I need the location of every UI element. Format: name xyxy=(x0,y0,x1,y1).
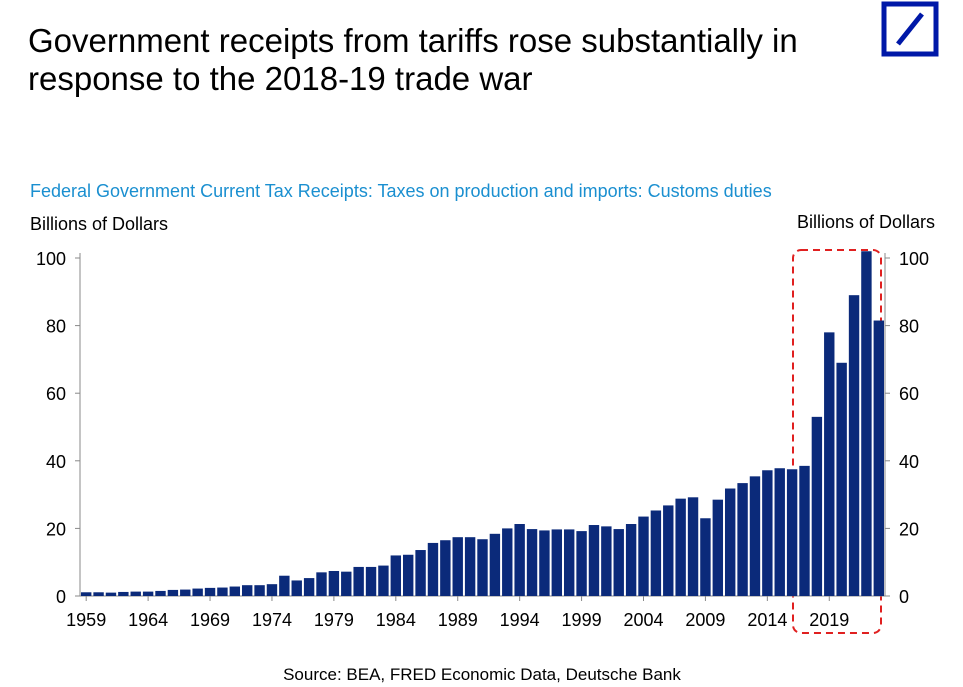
bar xyxy=(130,591,141,596)
bar xyxy=(80,592,92,596)
bar xyxy=(861,251,872,597)
logo xyxy=(881,1,939,57)
x-tick-label: 1964 xyxy=(128,610,168,630)
bar xyxy=(638,516,649,596)
bar xyxy=(774,468,785,596)
bar xyxy=(489,533,501,596)
bar xyxy=(415,550,426,596)
bar xyxy=(625,524,637,596)
x-tick-label: 1999 xyxy=(562,610,602,630)
y-tick-label: 80 xyxy=(46,317,66,337)
x-tick-label: 2019 xyxy=(809,610,849,630)
bar xyxy=(563,529,575,596)
source: Source: BEA, FRED Economic Data, Deutsch… xyxy=(283,665,681,684)
bar xyxy=(378,565,389,596)
y-tick-label: 0 xyxy=(56,587,66,607)
bar xyxy=(836,362,847,596)
bar xyxy=(687,497,699,596)
bar xyxy=(848,295,860,596)
bar xyxy=(452,537,463,596)
bar xyxy=(204,587,216,596)
x-tick-label: 1984 xyxy=(376,610,416,630)
y-tick-label: 60 xyxy=(46,384,66,404)
bar xyxy=(539,530,550,596)
bar xyxy=(93,592,104,596)
bar xyxy=(192,588,203,596)
bar xyxy=(724,488,736,596)
bar xyxy=(105,592,117,596)
bar xyxy=(328,570,340,596)
y2-tick-label: 60 xyxy=(899,384,919,404)
bar xyxy=(477,539,488,596)
x-tick-label: 1969 xyxy=(190,610,230,630)
bar xyxy=(799,465,810,596)
bar xyxy=(464,537,476,596)
bar xyxy=(700,518,711,596)
bar xyxy=(167,589,179,596)
y2-tick-label: 0 xyxy=(899,587,909,607)
bar xyxy=(142,591,154,596)
bar xyxy=(279,575,290,596)
y-tick-label: 40 xyxy=(46,452,66,472)
bar xyxy=(588,525,600,596)
bar xyxy=(675,498,686,596)
bar xyxy=(341,571,352,596)
bar xyxy=(303,578,315,596)
x-tick-label: 1989 xyxy=(438,610,478,630)
y2-tick-label: 40 xyxy=(899,452,919,472)
bar xyxy=(217,587,228,596)
bar xyxy=(241,585,253,596)
bar xyxy=(390,555,402,596)
bar xyxy=(737,483,748,596)
bar xyxy=(353,566,364,596)
x-tick-label: 1979 xyxy=(314,610,354,630)
y2-tick-label: 80 xyxy=(899,317,919,337)
bar xyxy=(502,528,513,596)
bar xyxy=(786,469,798,596)
bar xyxy=(712,499,724,596)
bar xyxy=(613,529,624,596)
bar xyxy=(824,332,835,596)
x-tick-label: 2014 xyxy=(747,610,787,630)
x-tick-label: 2004 xyxy=(623,610,663,630)
bar xyxy=(427,542,439,596)
bar xyxy=(576,531,587,596)
bar xyxy=(514,524,525,596)
chart-title: Government receipts from tariffs rose su… xyxy=(28,22,798,97)
bar xyxy=(254,585,265,596)
y-tick-label: 20 xyxy=(46,519,66,539)
bar xyxy=(180,589,191,596)
y2-axis-label: Billions of Dollars xyxy=(797,212,935,232)
bar xyxy=(811,416,823,596)
y2-tick-label: 20 xyxy=(899,519,919,539)
bar xyxy=(601,526,612,596)
bar xyxy=(873,320,885,596)
x-tick-label: 1959 xyxy=(66,610,106,630)
bar xyxy=(526,529,538,596)
bar xyxy=(551,529,563,596)
bar xyxy=(118,591,129,596)
bar xyxy=(266,584,278,596)
bar xyxy=(663,505,674,596)
bar xyxy=(229,586,241,596)
bar xyxy=(749,476,761,596)
x-tick-label: 1974 xyxy=(252,610,292,630)
bar xyxy=(440,540,451,596)
bar xyxy=(762,470,773,596)
bar xyxy=(402,554,414,596)
y-tick-label: 100 xyxy=(36,249,66,269)
x-tick-label: 1994 xyxy=(500,610,540,630)
x-tick-label: 2009 xyxy=(685,610,725,630)
bar xyxy=(365,566,377,596)
bar xyxy=(650,510,662,596)
y2-tick-label: 100 xyxy=(899,249,929,269)
y-axis-label: Billions of Dollars xyxy=(30,214,168,234)
bar xyxy=(316,572,327,596)
bar xyxy=(155,590,166,596)
subtitle: Federal Government Current Tax Receipts:… xyxy=(30,181,772,201)
bar xyxy=(291,580,302,596)
